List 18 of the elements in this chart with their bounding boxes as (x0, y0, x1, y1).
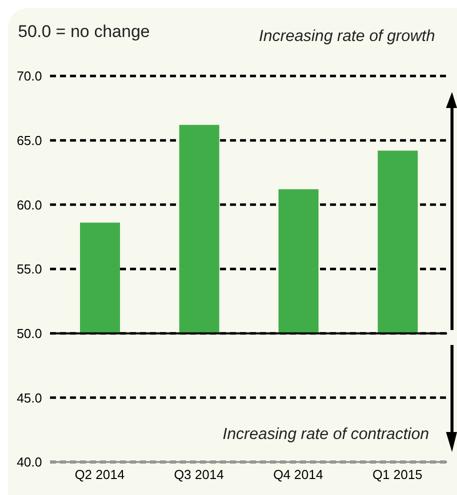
text: Increasing rate of growth (258, 28, 435, 46)
bar (378, 150, 418, 334)
bar (179, 124, 220, 334)
y-tick-label: 50.0 (16, 326, 42, 341)
bar (278, 189, 318, 334)
x-tick-label: Q3 2014 (174, 467, 224, 482)
x-tick-label: Q4 2014 (273, 467, 324, 482)
y-tick-label: 65.0 (16, 132, 42, 148)
y-tick-label: 40.0 (16, 454, 42, 470)
text: 50.0 = no change (18, 22, 150, 42)
y-tick-label: 60.0 (16, 197, 42, 212)
annotation: Increasing rate of contraction (222, 426, 429, 444)
y-tick-label: 55.0 (16, 262, 42, 277)
y-tick-label: 45.0 (16, 390, 42, 406)
x-tick-label: Q1 2015 (372, 467, 422, 482)
bar (80, 222, 120, 334)
y-tick-label: 70.0 (16, 68, 42, 84)
x-tick-label: Q2 2014 (74, 467, 125, 482)
